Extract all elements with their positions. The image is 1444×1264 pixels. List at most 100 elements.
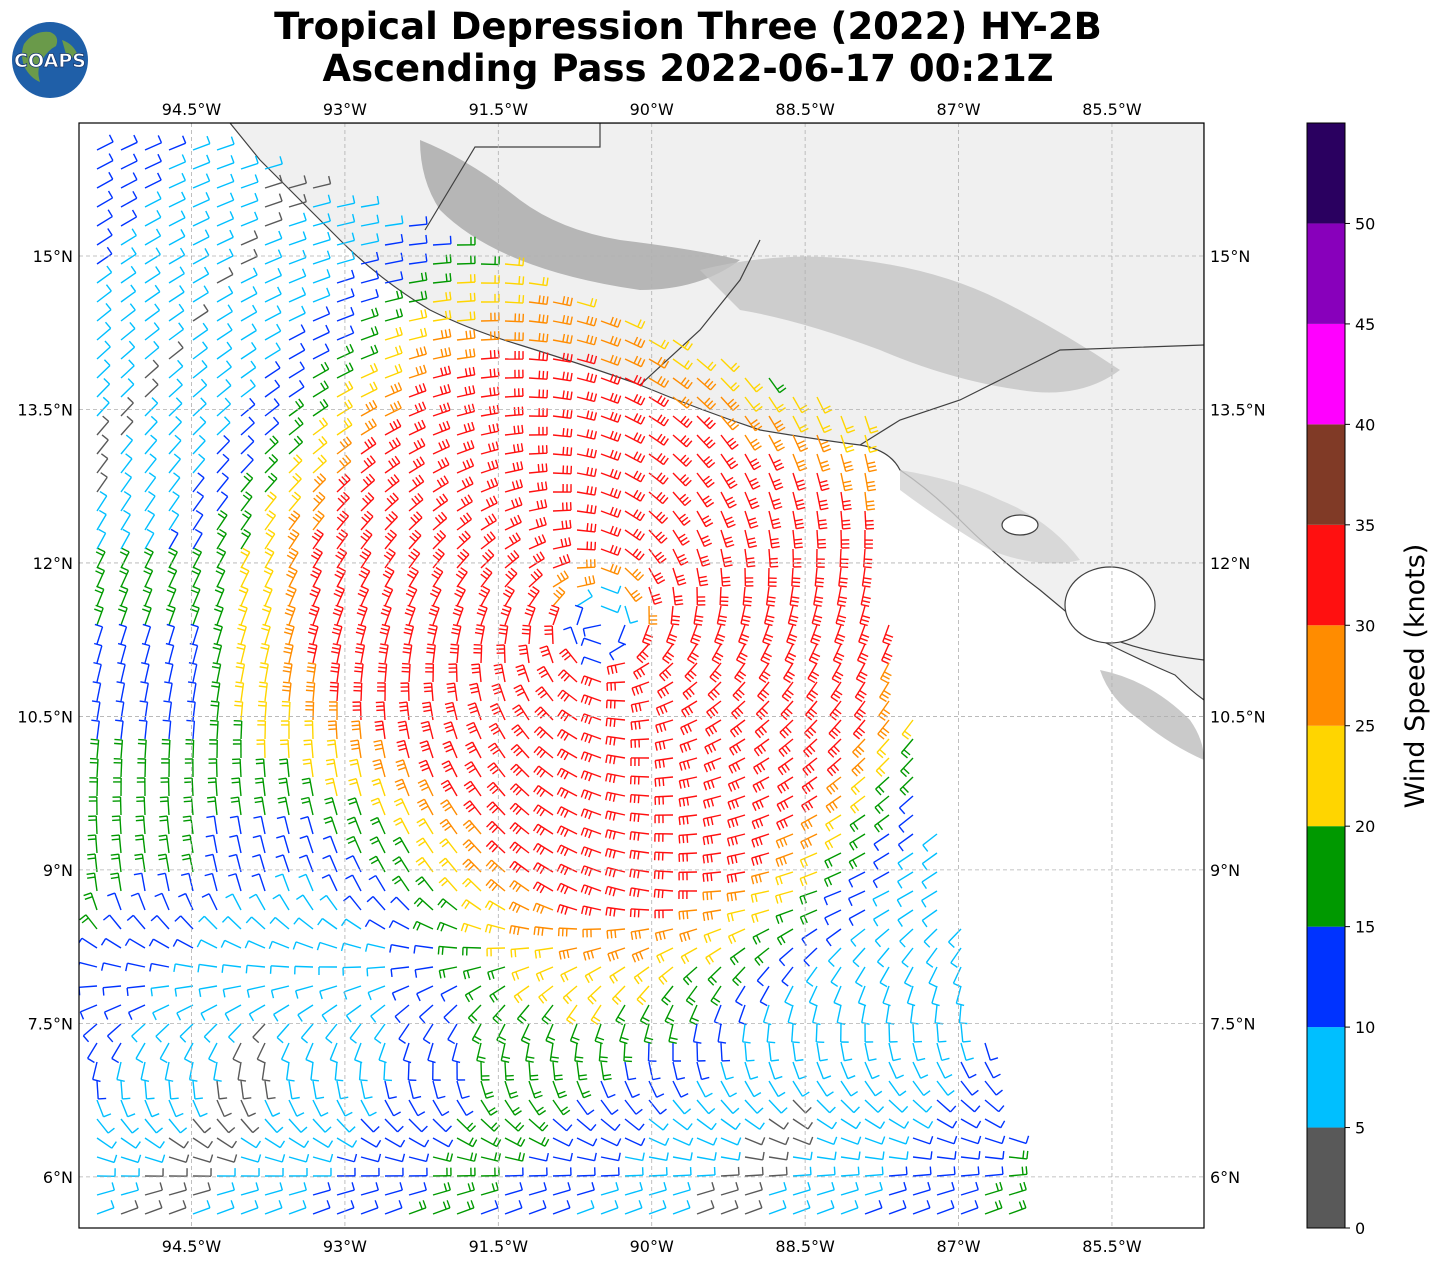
- wind-barb-shaft: [432, 481, 449, 493]
- map-content: [79, 123, 1204, 1228]
- wind-barb-shaft: [264, 348, 281, 360]
- wind-barb-feather: [391, 458, 398, 466]
- wind-barb-shaft: [480, 644, 483, 664]
- wind-barb: [312, 175, 332, 189]
- wind-barb-feather: [774, 505, 783, 510]
- wind-barb-feather: [368, 420, 374, 429]
- wind-barb-shaft: [408, 353, 427, 360]
- wind-barb-feather: [393, 474, 400, 482]
- wind-barb-feather: [866, 508, 876, 511]
- wind-barb-feather: [342, 438, 349, 446]
- wind-barb: [96, 228, 113, 246]
- wind-barb-feather: [135, 815, 144, 818]
- wind-barb-shaft: [168, 477, 181, 493]
- wind-barb-shaft: [240, 496, 253, 512]
- wind-barb-shaft: [120, 421, 134, 436]
- wind-barb-shaft: [96, 159, 114, 170]
- wind-barb-feather: [414, 423, 419, 431]
- wind-barb-shaft: [264, 181, 283, 189]
- wind-barb: [456, 421, 475, 436]
- wind-barb-shaft: [408, 462, 425, 474]
- wind-barb: [216, 397, 232, 417]
- wind-barb-shaft: [192, 273, 209, 284]
- wind-barb-feather: [251, 323, 257, 331]
- wind-barb-feather: [613, 718, 616, 728]
- wind-barb: [504, 351, 524, 360]
- wind-barb-feather: [395, 346, 399, 355]
- wind-barb-feather: [421, 401, 427, 410]
- wind-barb-feather: [725, 496, 734, 502]
- wind-barb-feather: [519, 479, 523, 488]
- wind-barb-feather: [210, 704, 219, 707]
- wind-barb-shaft: [792, 415, 802, 433]
- wind-barb-feather: [703, 436, 711, 443]
- wind-barb-feather: [138, 719, 147, 722]
- wind-barb-feather: [660, 378, 666, 386]
- wind-barb-shaft: [864, 415, 872, 434]
- wind-barb-shaft: [288, 459, 303, 474]
- wind-barb: [168, 397, 183, 417]
- wind-barb-shaft: [408, 499, 424, 512]
- wind-barb-shaft: [216, 143, 235, 151]
- wind-barb: [456, 366, 476, 379]
- wind-barb-shaft: [744, 377, 758, 393]
- wind-barb-shaft: [264, 496, 277, 512]
- border-mexico-guatemala: [424, 123, 601, 231]
- wind-barb-shaft: [264, 367, 281, 379]
- wind-barb-feather: [867, 484, 876, 488]
- wind-barb-shaft: [552, 509, 572, 512]
- wind-barb-feather: [671, 619, 680, 622]
- wind-barb-feather: [609, 335, 614, 344]
- wind-barb-shaft: [432, 445, 450, 455]
- wind-barb-feather: [471, 403, 476, 412]
- wind-barb-feather: [375, 251, 380, 260]
- wind-barb-shaft: [360, 406, 378, 417]
- wind-barb-shaft: [456, 374, 475, 379]
- wind-barb: [456, 311, 476, 322]
- wind-barb: [96, 321, 112, 341]
- wind-barb: [312, 361, 330, 379]
- wind-barb-feather: [609, 468, 614, 477]
- wind-barb-shaft: [168, 347, 184, 360]
- wind-barb: [312, 491, 326, 512]
- wind-barb: [288, 342, 306, 360]
- wind-barb-feather: [732, 404, 740, 411]
- wind-barb-feather: [300, 342, 306, 351]
- wind-barb-feather: [399, 705, 408, 708]
- wind-barb-shaft: [528, 452, 548, 455]
- wind-barb: [120, 190, 138, 208]
- wind-barb: [264, 323, 282, 341]
- wind-barb-feather: [371, 308, 375, 317]
- wind-barb: [216, 491, 229, 512]
- wind-barb-shaft: [288, 312, 306, 322]
- wind-barb-shaft: [120, 758, 123, 778]
- wind-barb-feather: [282, 689, 291, 692]
- wind-barb-feather: [516, 462, 520, 471]
- wind-barb: [264, 267, 283, 284]
- wind-barb: [504, 369, 524, 379]
- wind-barb-feather: [570, 447, 573, 456]
- wind-barb-shaft: [408, 481, 425, 493]
- wind-barb: [192, 453, 206, 474]
- wind-barb-shaft: [168, 402, 183, 417]
- wind-barb-shaft: [96, 309, 112, 322]
- wind-barb-feather: [114, 742, 123, 745]
- wind-barb-shaft: [216, 440, 231, 455]
- wind-barb-shaft: [144, 142, 162, 151]
- wind-barb: [432, 420, 451, 436]
- wind-barb-feather: [866, 504, 875, 507]
- wind-barb: [264, 472, 278, 493]
- wind-barb: [768, 491, 783, 510]
- wind-barb-shaft: [95, 815, 98, 835]
- wind-barb-feather: [792, 581, 801, 584]
- wind-barb-feather: [155, 266, 161, 274]
- wind-barb-feather: [400, 252, 404, 261]
- wind-barb: [864, 415, 879, 434]
- wind-barb: [504, 406, 524, 417]
- wind-barb-feather: [272, 435, 279, 443]
- wind-barb-feather: [660, 397, 666, 405]
- wind-barb-feather: [111, 834, 120, 837]
- wind-barb-feather: [327, 213, 331, 222]
- wind-barb-shaft: [240, 422, 255, 436]
